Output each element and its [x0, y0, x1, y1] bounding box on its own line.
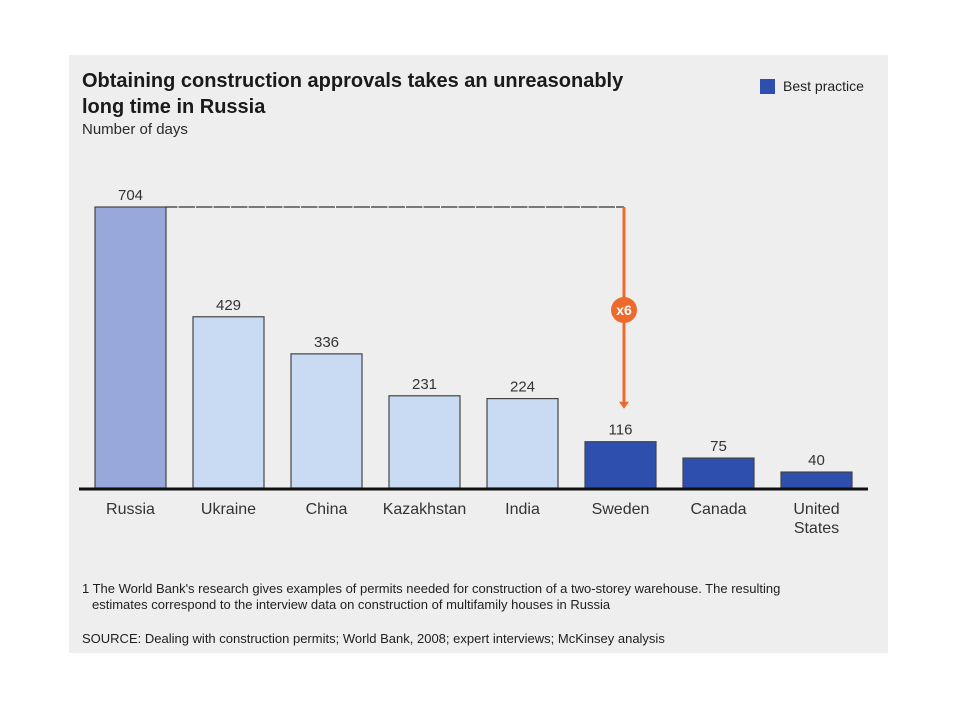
- category-label: Ukraine: [201, 501, 256, 518]
- data-label: 704: [118, 187, 143, 204]
- bar-sweden: [584, 441, 657, 489]
- bar-canada: [682, 457, 755, 489]
- data-label: 231: [412, 376, 437, 393]
- data-label: 116: [609, 422, 633, 439]
- chart-title-line-1: Obtaining construction approvals takes a…: [82, 70, 624, 92]
- legend-label: Best practice: [783, 78, 864, 94]
- data-label: 40: [808, 452, 825, 469]
- category-label: States: [794, 520, 839, 537]
- data-label: 429: [216, 297, 241, 314]
- data-label: 336: [314, 334, 339, 351]
- bar-india: [486, 397, 559, 489]
- footnote: 1 The World Bank's research gives exampl…: [82, 581, 862, 613]
- legend-swatch-best-practice: [760, 78, 775, 94]
- chart-title: Obtaining construction approvals takes a…: [82, 68, 722, 120]
- chart-subtitle: Number of days: [82, 121, 188, 138]
- data-label: 75: [710, 438, 727, 455]
- footnote-line-1: 1 The World Bank's research gives exampl…: [82, 581, 781, 596]
- chart-title-line-2: long time in Russia: [82, 96, 266, 118]
- bar-russia: [94, 206, 167, 489]
- bar-china: [290, 353, 363, 489]
- footnote-line-2: estimates correspond to the interview da…: [92, 597, 611, 612]
- category-label: Russia: [106, 501, 155, 518]
- category-label: India: [505, 501, 540, 518]
- source-note: SOURCE: Dealing with construction permit…: [82, 631, 665, 646]
- bar-ukraine: [192, 316, 265, 489]
- comparison-arrow-head: [619, 401, 629, 409]
- multiplier-badge: [611, 297, 637, 323]
- category-label: Sweden: [592, 501, 650, 518]
- category-label: Canada: [690, 501, 746, 518]
- bar-kazakhstan: [388, 395, 461, 489]
- bar-united-states: [780, 471, 853, 489]
- category-label: United: [793, 501, 839, 518]
- data-label: 224: [510, 379, 535, 396]
- legend: Best practice: [760, 78, 864, 94]
- multiplier-badge-label: x6: [616, 302, 632, 318]
- category-label: China: [306, 501, 348, 518]
- category-label: Kazakhstan: [383, 501, 467, 518]
